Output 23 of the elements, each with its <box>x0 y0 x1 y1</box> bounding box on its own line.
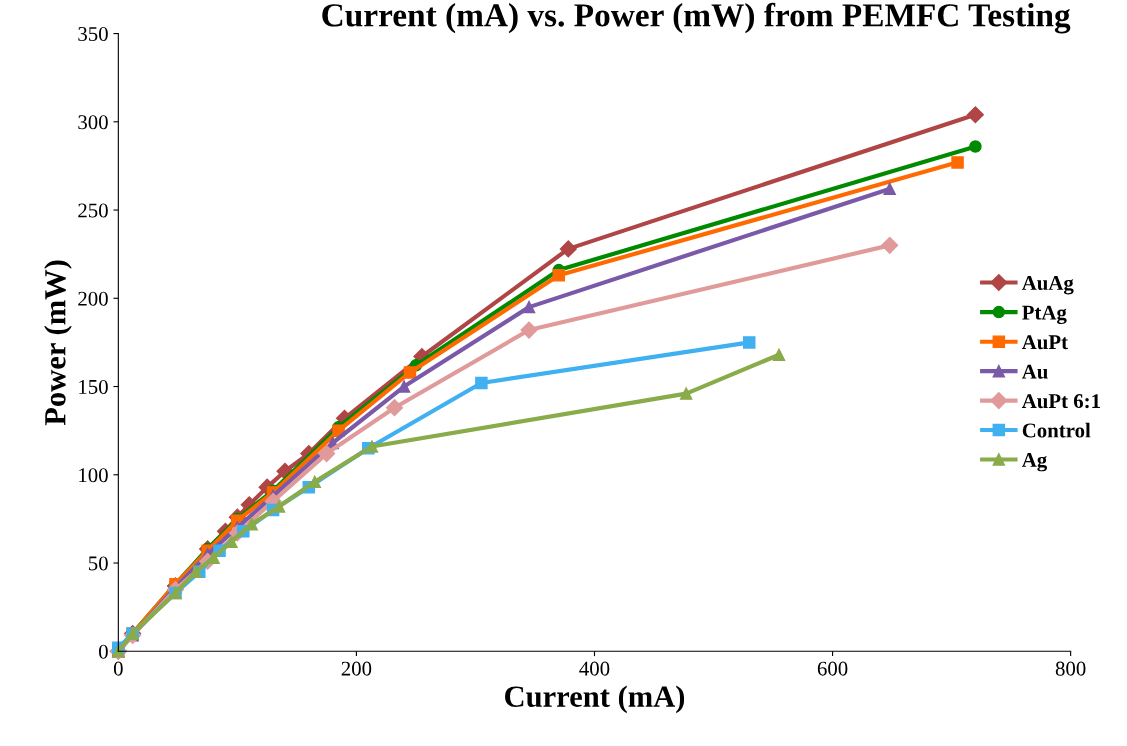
legend-label: AuPt <box>1021 335 1068 350</box>
y-tick-label: 0 <box>98 644 108 659</box>
chart-title: Current (mA) vs. Power (mW) from PEMFC Testing <box>322 2 1071 34</box>
legend-label: Au <box>1021 364 1048 379</box>
y-tick-label: 50 <box>88 556 108 571</box>
legend-label: PtAg <box>1022 305 1067 325</box>
x-tick-label: 600 <box>817 661 848 676</box>
y-tick-label: 350 <box>78 26 108 41</box>
x-tick-label: 200 <box>341 661 372 676</box>
legend-label: AuPt 6:1 <box>1021 394 1100 409</box>
legend-label: AuAg <box>1021 276 1074 295</box>
y-axis-title: Power (mW) <box>44 260 72 426</box>
y-tick-label: 200 <box>78 291 108 306</box>
y-tick-label: 100 <box>79 468 108 483</box>
x-tick-label: 400 <box>579 661 610 676</box>
x-tick-label: 800 <box>1055 661 1086 676</box>
legend-label: Control <box>1022 422 1091 438</box>
x-tick-label: 0 <box>113 661 123 676</box>
legend-label: Ag <box>1021 453 1047 472</box>
y-tick-label: 250 <box>78 203 108 218</box>
x-axis-title: Current (mA) <box>505 685 685 714</box>
y-tick-label: 150 <box>79 379 108 394</box>
y-tick-label: 300 <box>78 115 108 130</box>
